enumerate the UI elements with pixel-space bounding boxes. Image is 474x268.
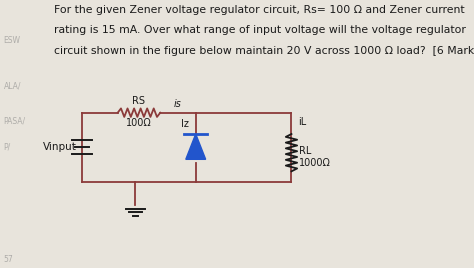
Text: For the given Zener voltage regulator circuit, Rs= 100 Ω and Zener current: For the given Zener voltage regulator ci… <box>54 5 465 15</box>
Polygon shape <box>186 134 206 159</box>
Text: PASA/: PASA/ <box>3 116 26 125</box>
Text: is: is <box>174 99 182 109</box>
Text: RS: RS <box>133 96 146 106</box>
Text: Iz: Iz <box>182 118 189 129</box>
Text: Vinput: Vinput <box>43 142 77 152</box>
Text: ALA/: ALA/ <box>3 81 21 91</box>
Text: circuit shown in the figure below maintain 20 V across 1000 Ω load?  [6 Marks]: circuit shown in the figure below mainta… <box>54 46 474 56</box>
Text: 57: 57 <box>3 255 13 264</box>
Text: RL: RL <box>299 146 311 156</box>
Text: iL: iL <box>299 117 307 127</box>
Text: ESW: ESW <box>3 36 20 45</box>
Text: 1000Ω: 1000Ω <box>299 158 331 168</box>
Text: 100Ω: 100Ω <box>126 118 152 128</box>
Text: rating is 15 mA. Over what range of input voltage will the voltage regulator: rating is 15 mA. Over what range of inpu… <box>54 25 466 35</box>
Text: P/: P/ <box>3 143 11 152</box>
